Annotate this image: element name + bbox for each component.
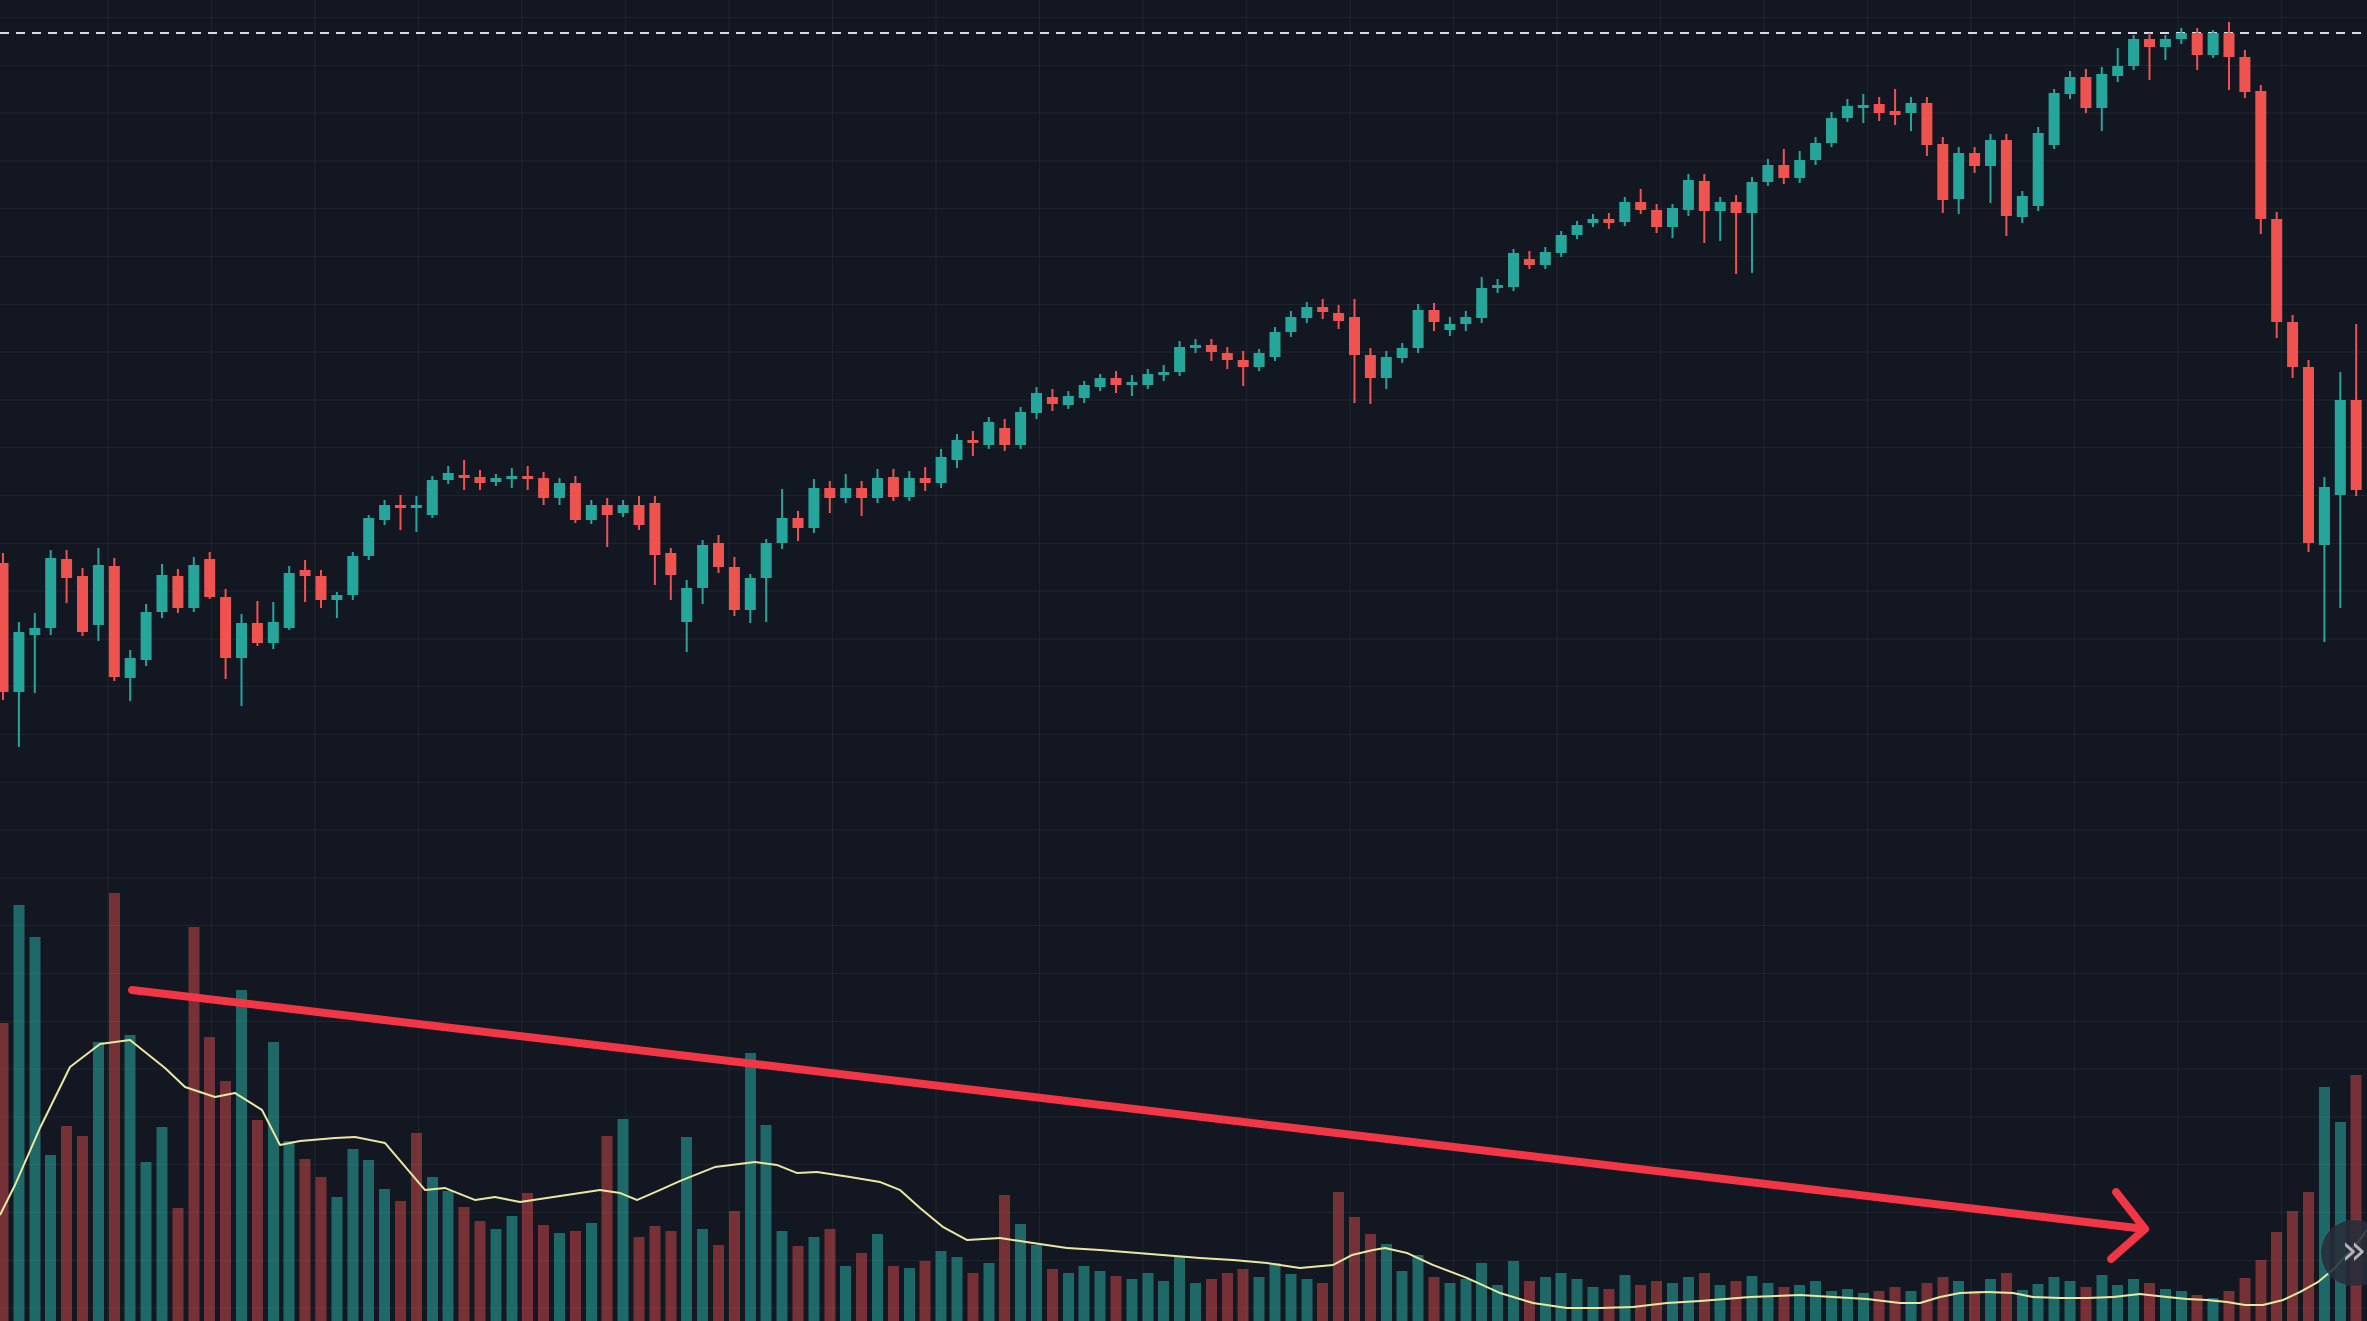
volume-ma-line [0, 1039, 2367, 1309]
fast-forward-button[interactable]: » [2321, 1220, 2367, 1286]
trend-arrow-drawing[interactable] [128, 986, 2149, 1263]
volume-series [0, 893, 2362, 1321]
double-chevron-right-icon: » [2341, 1225, 2367, 1274]
candlestick-series [0, 22, 2362, 747]
